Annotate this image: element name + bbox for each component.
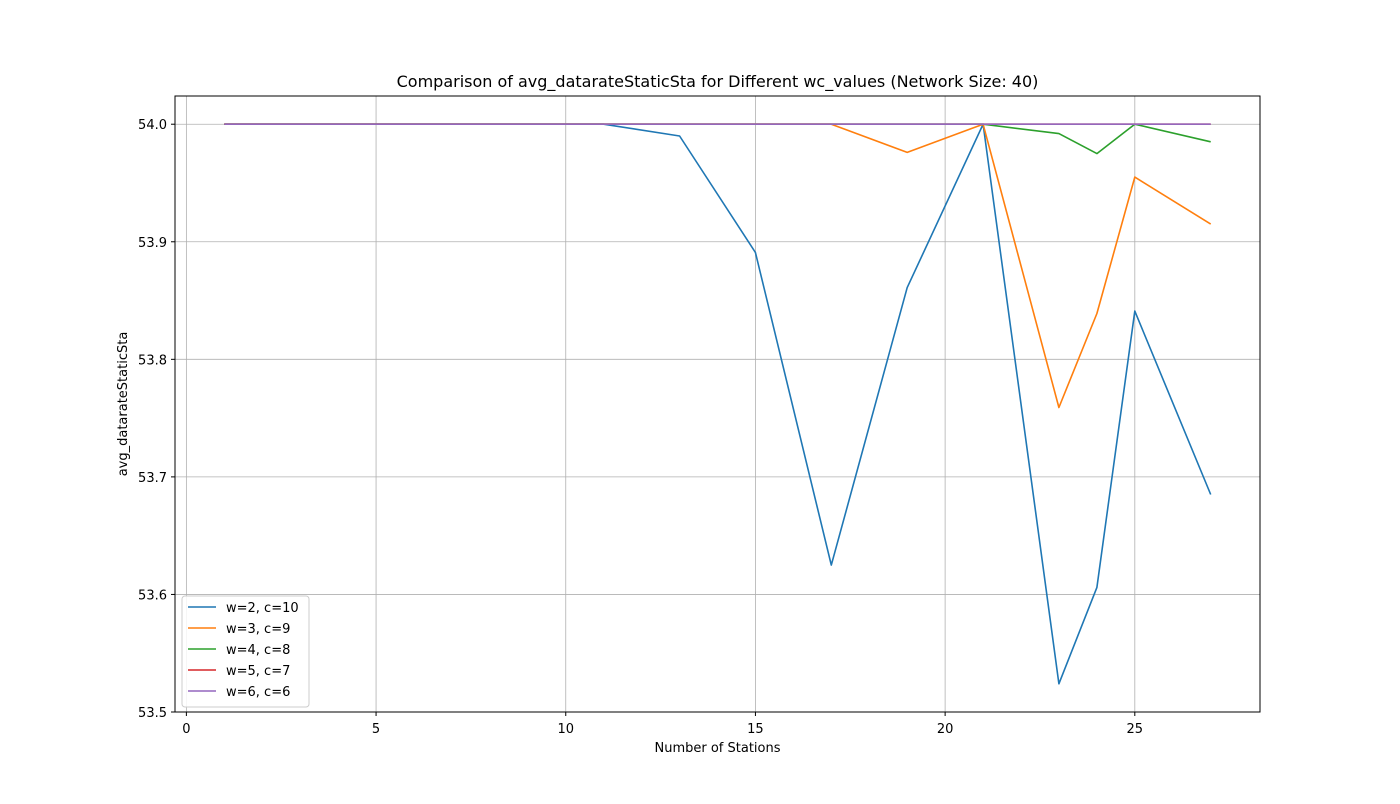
x-axis-label: Number of Stations [654,741,780,756]
x-tick-label: 15 [747,722,764,737]
legend-label: w=3, c=9 [226,622,290,637]
series-line-1 [224,123,1212,685]
legend-label: w=5, c=7 [226,664,290,679]
y-tick-label: 53.6 [138,588,167,603]
series-line-2 [224,123,1212,409]
x-tick-label: 0 [182,722,190,737]
y-tick-label: 54.0 [138,118,167,133]
y-tick-label: 53.8 [138,353,167,368]
legend: w=2, c=10 w=3, c=9 w=4, c=8 w=5, c=7 w=6, c=… [181,595,310,708]
series-layer [224,123,1212,685]
x-tick-label: 20 [937,722,954,737]
legend-label: w=2, c=10 [226,601,299,616]
legend-label: w=6, c=6 [226,685,290,700]
y-tick-label: 53.5 [138,706,167,721]
x-tick-label: 10 [557,722,574,737]
grid-layer [175,96,1260,713]
ticks-layer: 0 5 10 15 20 25 53.5 53.6 53.7 53.8 53.9 54.0 [138,118,1143,737]
x-tick-label: 5 [372,722,380,737]
legend-label: w=4, c=8 [226,643,290,658]
plot-frame [174,95,1261,713]
x-tick-label: 25 [1127,722,1144,737]
y-axis-label: avg_datarateStaticSta [116,332,131,477]
chart-title: Comparison of avg_datarateStaticSta for … [397,72,1039,92]
y-tick-label: 53.7 [138,471,167,486]
y-tick-label: 53.9 [138,236,167,251]
series-line-3 [224,123,1211,155]
legend-box [181,595,310,708]
